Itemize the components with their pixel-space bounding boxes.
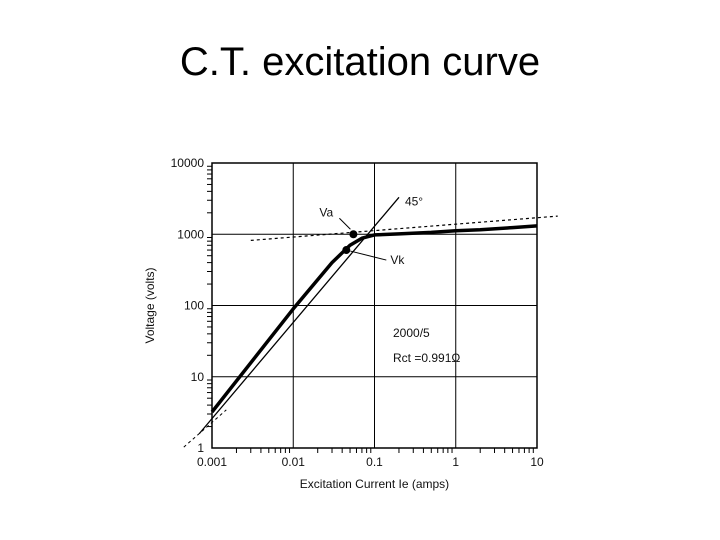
annotation-layer: Va Vk bbox=[319, 205, 405, 267]
series-layer bbox=[183, 196, 558, 448]
vk-point bbox=[342, 246, 351, 255]
x-axis-label: Excitation Current Ie (amps) bbox=[300, 477, 449, 491]
va-point bbox=[349, 230, 358, 239]
minor-ticks bbox=[207, 165, 534, 453]
va-label: Va bbox=[319, 205, 333, 219]
45-degree-line-line bbox=[198, 196, 400, 434]
slide-title: C.T. excitation curve bbox=[179, 40, 541, 84]
vk-leader bbox=[350, 250, 387, 261]
grid-layer bbox=[211, 162, 538, 449]
x-tick-label: 0.001 bbox=[197, 455, 227, 469]
vk-label: Vk bbox=[390, 253, 405, 267]
y-tick-label: 10 bbox=[191, 370, 205, 384]
y-axis-label: Voltage (volts) bbox=[143, 267, 157, 343]
line-45-extension bbox=[183, 409, 227, 448]
ct-ratio-label: 2000/5 bbox=[393, 326, 430, 340]
angle-45-label: 45° bbox=[405, 194, 423, 208]
y-tick-label: 1 bbox=[197, 441, 204, 455]
x-tick-label: 0.1 bbox=[366, 455, 383, 469]
rct-label: Rct =0.991Ω bbox=[393, 351, 460, 365]
x-tick-label: 1 bbox=[452, 455, 459, 469]
x-tick-label: 10 bbox=[530, 455, 544, 469]
y-tick-label: 10000 bbox=[171, 156, 205, 170]
tick-labels: 0.001 0.01 0.1 1 10 1 10 100 1000 10000 bbox=[171, 156, 544, 469]
va-leader bbox=[339, 217, 351, 230]
y-tick-label: 1000 bbox=[177, 227, 204, 241]
plot-frame bbox=[211, 162, 538, 449]
x-tick-label: 0.01 bbox=[282, 455, 306, 469]
excitation-curve-line bbox=[210, 224, 538, 414]
y-tick-label: 100 bbox=[184, 299, 204, 313]
